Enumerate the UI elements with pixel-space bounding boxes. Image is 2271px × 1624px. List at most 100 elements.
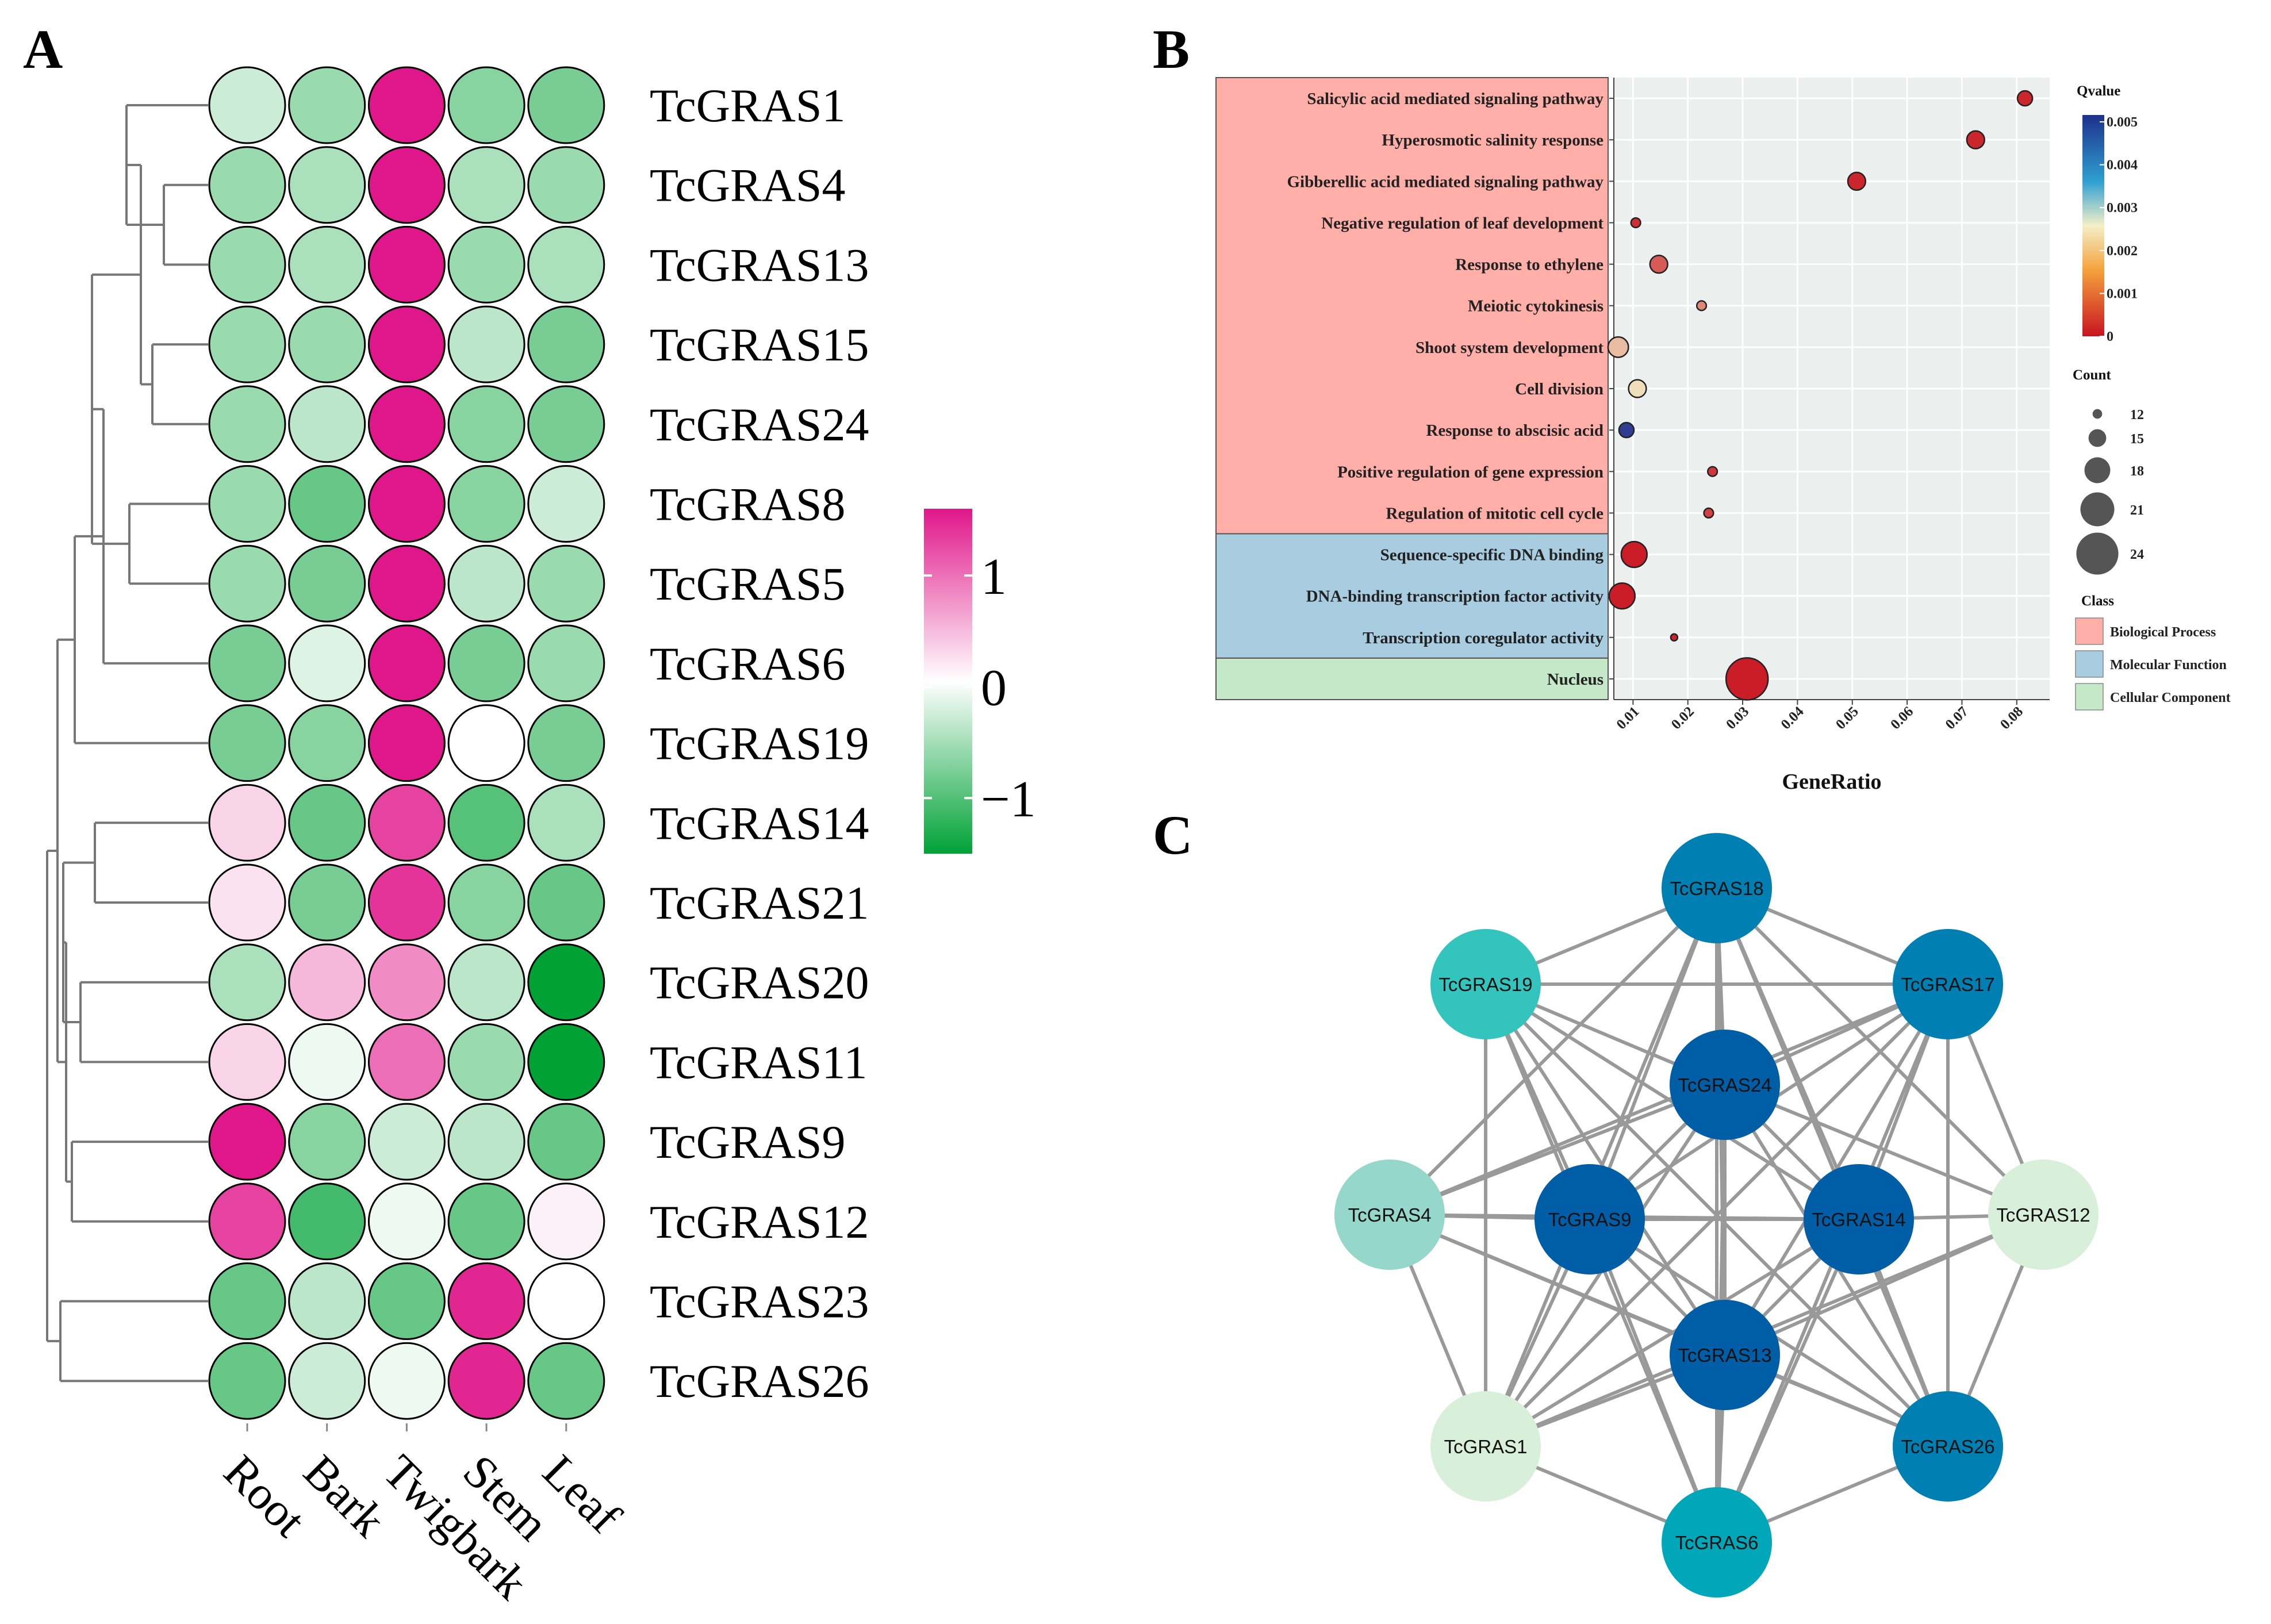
- go-dot: [1695, 300, 1708, 312]
- go-dot: [2016, 90, 2034, 107]
- heatmap-cell: [367, 1342, 446, 1420]
- heatmap-cell: [447, 624, 525, 702]
- heatmap-cell: [288, 863, 366, 942]
- heatmap-cell: [447, 544, 525, 623]
- go-class-band: [1215, 533, 1609, 659]
- qvalue-legend-title: Qvalue: [2077, 83, 2120, 99]
- heatmap-cell: [367, 704, 446, 782]
- heatmap-cell: [447, 146, 525, 224]
- heatmap-row-label: TcGRAS19: [650, 717, 869, 770]
- heatmap-cell: [527, 544, 605, 623]
- heatmap-cell: [447, 305, 525, 383]
- qvalue-tick-label: 0.003: [2107, 201, 2138, 216]
- heatmap-cell: [208, 624, 286, 702]
- heatmap-row-label: TcGRAS12: [650, 1196, 869, 1248]
- qvalue-tick-label: 0: [2107, 329, 2113, 344]
- heatmap-cell: [527, 624, 605, 702]
- heatmap-cell: [208, 1023, 286, 1101]
- network-node: [1988, 1160, 2099, 1270]
- count-legend-dot: [2088, 429, 2107, 447]
- heatmap-cell: [208, 66, 286, 144]
- heatmap-cell: [288, 1103, 366, 1181]
- go-term-label: Response to ethylene: [1455, 256, 1603, 274]
- heatmap-cell: [208, 1103, 286, 1181]
- heatmap-cell: [527, 784, 605, 862]
- go-class-bands: Salicylic acid mediated signaling pathwa…: [1215, 77, 1609, 701]
- go-term-label: Transcription coregulator activity: [1363, 629, 1603, 647]
- go-class-band: [1215, 657, 1609, 701]
- heatmap-cell: [367, 66, 446, 144]
- network-edge: [1388, 982, 1950, 1216]
- panel-a-heatmap: TcGRAS1 TcGRAS4 TcGRAS13 TcGRAS15 TcGRAS24 Tc…: [46, 66, 1036, 1609]
- go-term-label: Salicylic acid mediated signaling pathwa…: [1307, 90, 1603, 108]
- network-node-label: TcGRAS9: [1548, 1209, 1632, 1230]
- network-node-label: TcGRAS17: [1901, 974, 1994, 995]
- network-node: [1670, 1300, 1780, 1410]
- heatmap-row-label: TcGRAS20: [650, 957, 869, 1009]
- go-dot: [1607, 336, 1629, 358]
- go-dot: [1703, 507, 1714, 519]
- heatmap-cell: [288, 1342, 366, 1420]
- class-legend-title: Class: [2081, 593, 2114, 609]
- heatmap-cell: [208, 704, 286, 782]
- heatmap-cell: [288, 704, 366, 782]
- go-dot: [1628, 379, 1647, 398]
- heatmap-cell: [447, 1183, 525, 1261]
- qvalue-tick-label: 0.002: [2107, 244, 2138, 259]
- heatmap-cell: [527, 1262, 605, 1340]
- count-legend-dot: [2076, 532, 2119, 575]
- heatmap-cell: [527, 385, 605, 463]
- go-term-label: Regulation of mitotic cell cycle: [1386, 504, 1604, 523]
- color-scale-tick-label: −1: [981, 771, 1036, 828]
- color-scale-bar: [924, 509, 972, 854]
- network-edge: [1484, 982, 1950, 1448]
- network-node: [1430, 1391, 1541, 1502]
- heatmap-cell: [208, 225, 286, 304]
- go-dot: [1608, 582, 1636, 610]
- panel-c-letter: C: [1153, 804, 1192, 866]
- network-node: [1662, 833, 1772, 943]
- go-term-label: Hyperosmotic salinity response: [1382, 131, 1603, 149]
- qvalue-tick-label: 0.005: [2107, 115, 2138, 130]
- go-term-label: Shoot system development: [1415, 339, 1603, 357]
- go-term-label: Sequence-specific DNA binding: [1380, 546, 1604, 565]
- qvalue-tick-label: 0.001: [2107, 286, 2138, 301]
- heatmap-cell: [447, 225, 525, 304]
- heatmap-cell: [208, 305, 286, 383]
- heatmap-cell: [208, 1183, 286, 1261]
- network-node: [1430, 929, 1541, 1039]
- go-class-band: [1215, 77, 1609, 535]
- heatmap-cell: [527, 465, 605, 543]
- class-legend-swatch: [2075, 683, 2104, 711]
- heatmap-cell: [527, 225, 605, 304]
- network-nodes: TcGRAS18 TcGRAS19 TcGRAS17 TcGRAS24 TcGRAS4 T…: [1334, 833, 2099, 1598]
- heatmap-cell: [367, 544, 446, 623]
- heatmap-cell: [447, 1262, 525, 1340]
- heatmap-cell: [527, 146, 605, 224]
- count-legend-label: 18: [2130, 464, 2144, 479]
- heatmap-cell: [527, 1342, 605, 1420]
- class-legend-swatch: [2075, 617, 2104, 645]
- heatmap-cell: [208, 1262, 286, 1340]
- count-legend-label: 15: [2130, 432, 2144, 447]
- color-scale-tick-label: 0: [981, 660, 1007, 717]
- go-legends: Qvalue 0.005 0.004 0.003 0.002 0.001 0 Count 12 1…: [2073, 83, 2231, 711]
- network-node-label: TcGRAS4: [1348, 1204, 1432, 1226]
- network-node-label: TcGRAS14: [1812, 1209, 1905, 1230]
- qvalue-color-bar: [2082, 115, 2104, 336]
- heatmap-cell: [288, 544, 366, 623]
- go-term-label: Response to abscisic acid: [1426, 421, 1603, 440]
- class-legend-label: Molecular Function: [2110, 658, 2227, 673]
- heatmap-color-scale: 1 0 −1: [924, 509, 1036, 854]
- network-node-label: TcGRAS6: [1675, 1532, 1759, 1553]
- network-node-label: TcGRAS19: [1438, 974, 1532, 995]
- heatmap-row-label: TcGRAS8: [650, 478, 846, 531]
- heatmap-cell: [288, 1262, 366, 1340]
- heatmap-row-label: TcGRAS4: [650, 159, 846, 212]
- network-edge: [1388, 1213, 1950, 1448]
- heatmap-cell: [447, 1103, 525, 1181]
- heatmap-cell: [447, 1342, 525, 1420]
- heatmap-cell: [367, 385, 446, 463]
- qvalue-tick-label: 0.004: [2107, 158, 2138, 173]
- network-node-label: TcGRAS12: [1996, 1204, 2090, 1226]
